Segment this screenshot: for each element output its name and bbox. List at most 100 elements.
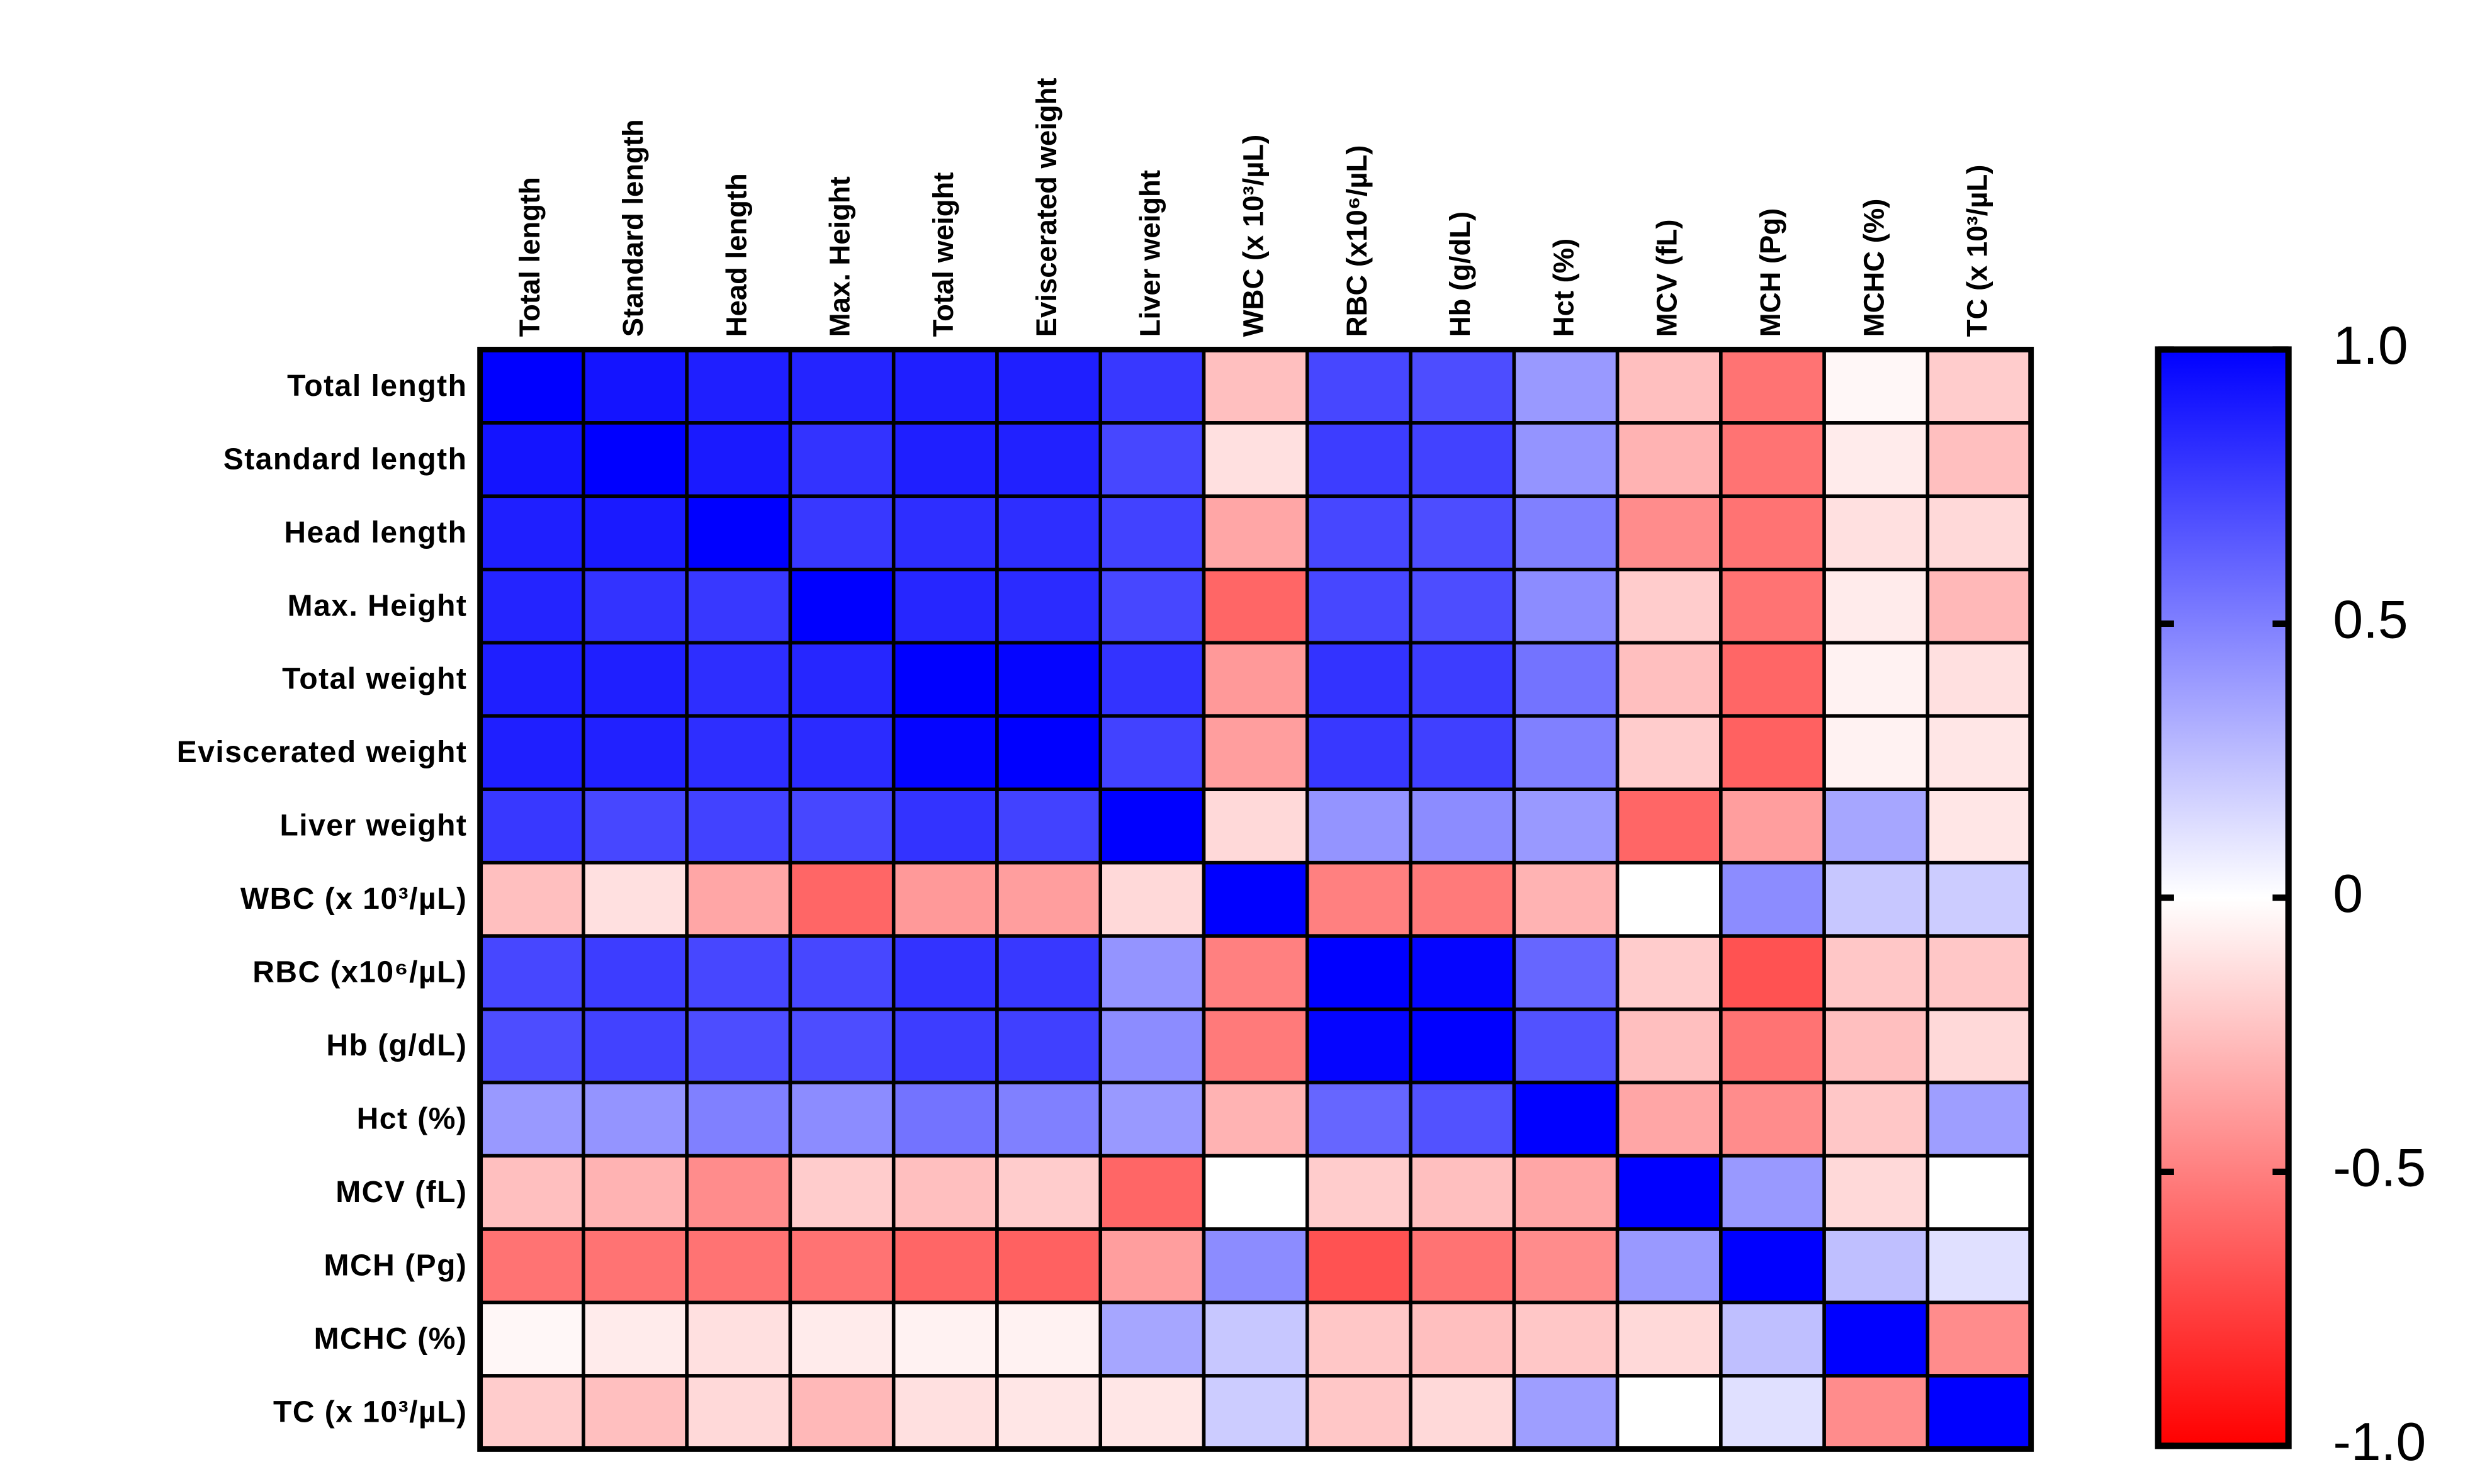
- heatmap-cell: [1098, 787, 1206, 865]
- heatmap-cell: [1925, 1081, 2033, 1158]
- heatmap-cell: [995, 1227, 1103, 1305]
- heatmap-cell: [478, 714, 585, 792]
- heatmap-cell: [1305, 1081, 1412, 1158]
- heatmap-cell: [1305, 1154, 1412, 1231]
- heatmap-cell: [1098, 714, 1206, 792]
- heatmap-cell: [788, 568, 896, 645]
- heatmap-cell: [685, 787, 792, 865]
- heatmap-cell: [1098, 1227, 1206, 1305]
- heatmap-cell: [1305, 641, 1412, 718]
- heatmap-cell: [582, 1081, 689, 1158]
- heatmap-cell: [478, 568, 585, 645]
- heatmap-cell: [891, 421, 999, 498]
- heatmap-cell: [685, 494, 792, 571]
- heatmap-cell: [788, 934, 896, 1011]
- heatmap-cell: [1098, 347, 1206, 425]
- heatmap-cell: [1615, 1300, 1723, 1378]
- heatmap-cell: [685, 1374, 792, 1451]
- heatmap-cell: [582, 568, 689, 645]
- heatmap-cell: [1202, 934, 1309, 1011]
- heatmap-cell: [1822, 860, 1930, 938]
- heatmap-cell: [1822, 1007, 1930, 1084]
- heatmap-cell: [1719, 568, 1826, 645]
- heatmap-cell: [685, 347, 792, 425]
- heatmap-cell: [582, 347, 689, 425]
- heatmap-cell: [1305, 934, 1412, 1011]
- row-label: MCH (Pg): [324, 1249, 468, 1282]
- heatmap-cell: [582, 1154, 689, 1231]
- heatmap-cell: [1409, 568, 1516, 645]
- heatmap-cell: [1202, 347, 1309, 425]
- heatmap-cell: [1615, 641, 1723, 718]
- row-label: Total length: [287, 369, 467, 403]
- heatmap-cell: [1615, 421, 1723, 498]
- heatmap-cell: [582, 1300, 689, 1378]
- heatmap-cell: [1098, 1081, 1206, 1158]
- heatmap-cell: [1512, 787, 1620, 865]
- heatmap-cell: [582, 494, 689, 571]
- heatmap-cell: [685, 1154, 792, 1231]
- heatmap-cell: [478, 494, 585, 571]
- heatmap-cell: [1305, 787, 1412, 865]
- heatmap-cell: [1615, 714, 1723, 792]
- heatmap-cell: [1098, 1300, 1206, 1378]
- colorbar-tick-label: -1.0: [2333, 1412, 2426, 1472]
- heatmap-cell: [1615, 787, 1723, 865]
- heatmap-cell: [478, 860, 585, 938]
- heatmap-cell: [995, 1081, 1103, 1158]
- heatmap-cell: [1098, 1007, 1206, 1084]
- row-label: Standard length: [223, 442, 468, 476]
- heatmap-cell: [1822, 1300, 1930, 1378]
- heatmap-cell: [1925, 1007, 2033, 1084]
- heatmap-cell: [1098, 494, 1206, 571]
- heatmap-cell: [685, 1007, 792, 1084]
- heatmap-cell: [1925, 1300, 2033, 1378]
- heatmap-cell: [1202, 1227, 1309, 1305]
- heatmap-cell: [1409, 1374, 1516, 1451]
- row-label: Eviscerated weight: [177, 736, 468, 769]
- column-label: Head length: [720, 173, 752, 337]
- heatmap-cell: [478, 1154, 585, 1231]
- heatmap-cell: [891, 1300, 999, 1378]
- heatmap-cell: [1719, 347, 1826, 425]
- heatmap-cell: [685, 641, 792, 718]
- heatmap-cell: [685, 1300, 792, 1378]
- heatmap-cell: [1512, 934, 1620, 1011]
- heatmap-cell: [1305, 421, 1412, 498]
- heatmap-cell: [1615, 934, 1723, 1011]
- heatmap-cell: [1305, 860, 1412, 938]
- heatmap-cell: [788, 421, 896, 498]
- heatmap-cell: [891, 641, 999, 718]
- heatmap-cell: [1822, 1154, 1930, 1231]
- heatmap-cell: [1512, 1300, 1620, 1378]
- heatmap-cell: [1925, 568, 2033, 645]
- row-label: Hct (%): [357, 1103, 468, 1136]
- heatmap-cell: [995, 1007, 1103, 1084]
- heatmap-cell: [1305, 494, 1412, 571]
- heatmap-cell: [1719, 1227, 1826, 1305]
- heatmap-cell: [1925, 1374, 2033, 1451]
- colorbar-tick-label: 1.0: [2333, 315, 2408, 376]
- colorbar-tick-label: 0.5: [2333, 590, 2408, 650]
- column-label: Hct (%): [1547, 239, 1579, 337]
- row-label: TC (x 10³/µL): [273, 1395, 467, 1429]
- heatmap-cell: [788, 1374, 896, 1451]
- heatmap-cell: [582, 860, 689, 938]
- heatmap-cell: [1615, 568, 1723, 645]
- heatmap-cell: [685, 714, 792, 792]
- row-label: MCHC (%): [314, 1322, 468, 1356]
- heatmap-cell: [582, 934, 689, 1011]
- heatmap-cell: [1615, 1154, 1723, 1231]
- heatmap-cell: [582, 641, 689, 718]
- heatmap-cell: [1305, 568, 1412, 645]
- heatmap-cell: [1822, 641, 1930, 718]
- heatmap-cell: [788, 1081, 896, 1158]
- heatmap-cell: [1822, 347, 1930, 425]
- heatmap-cell: [1512, 641, 1620, 718]
- heatmap-cell: [1202, 1374, 1309, 1451]
- column-label: MCHC (%): [1858, 199, 1890, 337]
- heatmap-cell: [1719, 1300, 1826, 1378]
- heatmap-cell: [1305, 1227, 1412, 1305]
- heatmap-cell: [1202, 568, 1309, 645]
